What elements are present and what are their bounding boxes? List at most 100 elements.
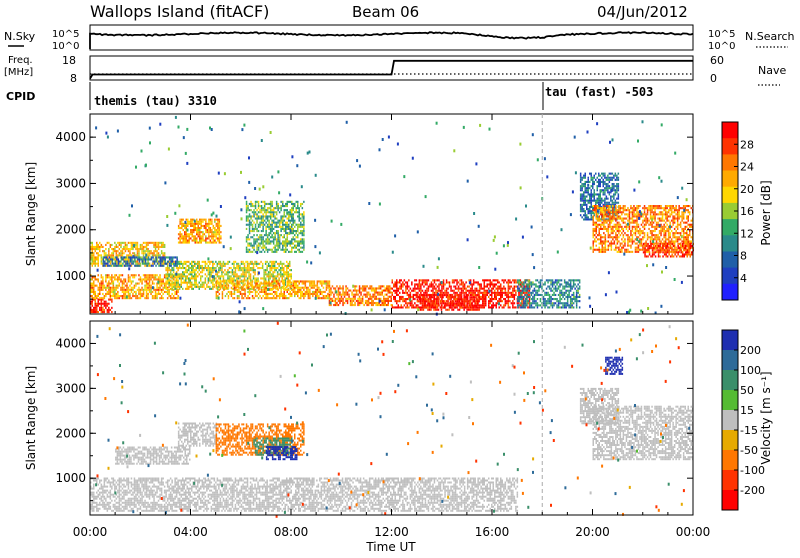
- heatmap-cell: [320, 283, 322, 285]
- heatmap-cell: [239, 275, 241, 277]
- heatmap-cell: [274, 247, 276, 249]
- heatmap-cell: [567, 304, 569, 306]
- heatmap-cell: [184, 280, 186, 282]
- heatmap-cell: [223, 277, 225, 279]
- heatmap-cell: [135, 297, 137, 299]
- heatmap-cell: [96, 258, 98, 260]
- heatmap-cell: [262, 289, 264, 291]
- heatmap-cell: [273, 283, 275, 285]
- heatmap-cell: [589, 210, 591, 212]
- heatmap-cell: [395, 296, 397, 298]
- heatmap-cell: [249, 283, 251, 285]
- heatmap-cell: [137, 297, 139, 299]
- heatmap-cell: [289, 265, 291, 267]
- heatmap-cell: [540, 279, 542, 281]
- heatmap-cell: [198, 233, 200, 235]
- heatmap-cell: [155, 293, 157, 295]
- heatmap-cell: [143, 295, 145, 297]
- heatmap-cell: [309, 295, 311, 297]
- heatmap-cell: [239, 267, 241, 269]
- heatmap-cell: [223, 275, 225, 277]
- heatmap-cell: [395, 300, 397, 302]
- heatmap-cell: [247, 220, 249, 222]
- heatmap-cell: [165, 280, 167, 282]
- heatmap-cell: [105, 254, 107, 256]
- heatmap-cell: [170, 273, 172, 275]
- heatmap-cell: [95, 285, 97, 287]
- heatmap-cell: [511, 296, 512, 298]
- heatmap-cell: [395, 292, 397, 294]
- heatmap-cell: [389, 292, 391, 294]
- heatmap-cell: [534, 296, 536, 298]
- heatmap-cell: [247, 297, 249, 299]
- heatmap-cell: [258, 297, 260, 299]
- heatmap-cell: [207, 237, 209, 239]
- heatmap-cell: [265, 291, 267, 293]
- heatmap-cell: [603, 191, 605, 193]
- heatmap-cell: [430, 305, 432, 307]
- heatmap-cell: [190, 277, 192, 279]
- heatmap-cell: [277, 289, 279, 291]
- heatmap-cell: [478, 294, 480, 296]
- heatmap-cell: [92, 289, 94, 291]
- heatmap-cell: [606, 187, 608, 189]
- heatmap-cell: [264, 291, 266, 293]
- heatmap-cell: [388, 296, 390, 298]
- heatmap-cell: [170, 295, 172, 297]
- heatmap-cell: [351, 292, 353, 294]
- heatmap-cell: [329, 290, 331, 292]
- heatmap-cell: [270, 297, 272, 299]
- heatmap-cell: [188, 277, 190, 279]
- heatmap-cell: [96, 307, 98, 309]
- heatmap-cell: [282, 245, 284, 247]
- heatmap-cell: [289, 263, 291, 265]
- heatmap-cell: [271, 280, 273, 282]
- heatmap-cell: [162, 263, 164, 265]
- heatmap-cell: [246, 297, 248, 299]
- heatmap-cell: [274, 222, 276, 224]
- heatmap-cell: [583, 218, 585, 220]
- heatmap-cell: [559, 306, 561, 308]
- heatmap-cell: [544, 298, 546, 300]
- heatmap-cell: [366, 285, 368, 287]
- heatmap-cell: [217, 265, 219, 267]
- heatmap-cell: [423, 279, 425, 281]
- heatmap-cell: [303, 280, 305, 282]
- heatmap-cell: [250, 275, 252, 277]
- heatmap-cell: [270, 283, 272, 285]
- heatmap-cell: [277, 226, 279, 228]
- heatmap-cell: [92, 265, 94, 267]
- heatmap-cell: [382, 302, 384, 304]
- heatmap-cell: [463, 300, 465, 302]
- heatmap-cell: [553, 302, 555, 304]
- heatmap-cell: [512, 288, 514, 290]
- heatmap-cell: [285, 271, 287, 273]
- heatmap-cell: [459, 309, 461, 311]
- heatmap-cell: [264, 215, 266, 217]
- heatmap-cell: [585, 218, 587, 220]
- heatmap-cell: [312, 295, 314, 297]
- heatmap-cell: [96, 242, 98, 244]
- heatmap-cell: [214, 269, 216, 271]
- heatmap-cell: [432, 296, 434, 298]
- heatmap-cell: [284, 283, 286, 285]
- heatmap-cell: [366, 304, 368, 306]
- heatmap-cell: [250, 245, 252, 247]
- heatmap-cell: [191, 271, 193, 273]
- heatmap-cell: [382, 300, 384, 302]
- heatmap-cell: [294, 230, 296, 232]
- heatmap-cell: [302, 283, 304, 285]
- heatmap-cell: [433, 305, 435, 307]
- heatmap-cell: [268, 226, 270, 228]
- heatmap-cell: [503, 279, 505, 281]
- heatmap-cell: [401, 296, 403, 298]
- heatmap-cell: [302, 232, 304, 234]
- heatmap-cell: [535, 300, 537, 302]
- heatmap-cell: [375, 296, 377, 298]
- heatmap-cell: [207, 223, 209, 225]
- heatmap-cell: [101, 261, 103, 263]
- heatmap-cell: [396, 288, 398, 290]
- heatmap-cell: [117, 291, 119, 293]
- heatmap-cell: [426, 298, 428, 300]
- heatmap-cell: [268, 273, 270, 275]
